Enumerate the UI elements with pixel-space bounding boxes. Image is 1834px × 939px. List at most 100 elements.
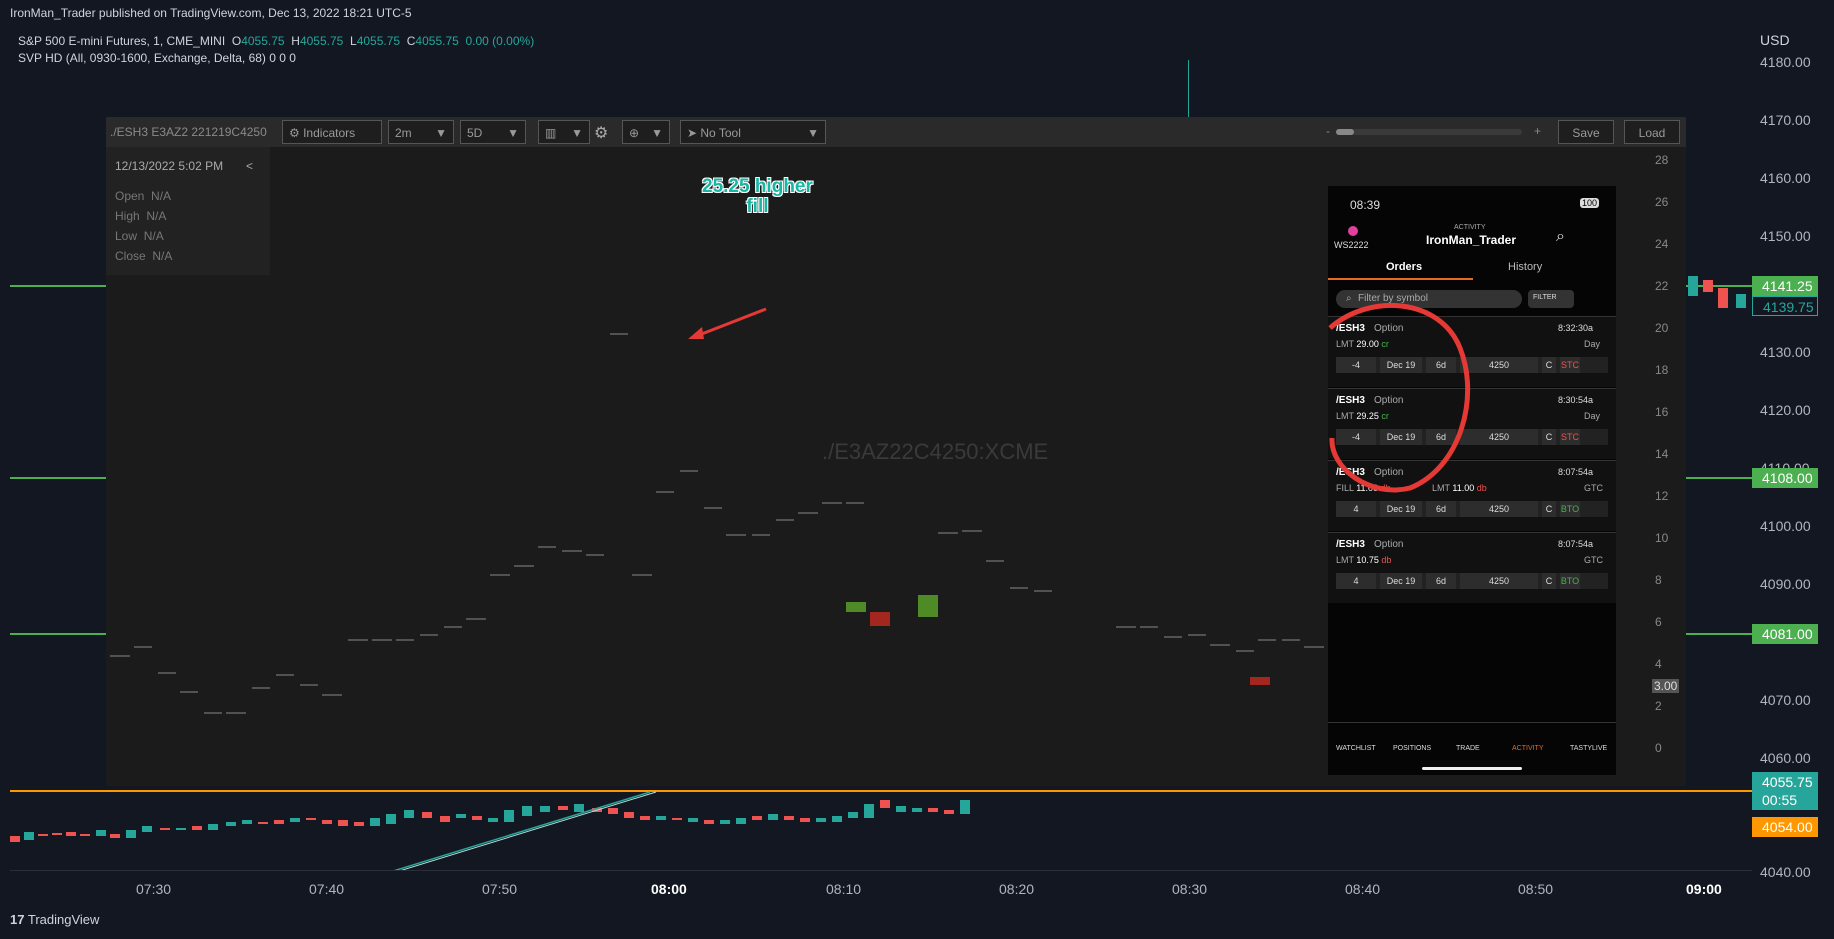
filter-button[interactable]: FILTER (1528, 290, 1574, 308)
leg-action: STC (1560, 357, 1580, 373)
load-button[interactable]: Load (1624, 120, 1680, 144)
nav-positions[interactable]: POSITIONS (1393, 745, 1432, 752)
ohlc-value: N/A (152, 249, 173, 263)
embed-symbol[interactable]: ./ESH3 E3AZ2 221219C4250 (110, 125, 267, 139)
zoom-slider[interactable] (1336, 129, 1522, 135)
open-value: 4055.75 (241, 34, 285, 48)
interval-value: 2m (395, 126, 412, 140)
wick-line (1188, 60, 1189, 118)
trend-line (393, 791, 651, 870)
candle (226, 822, 236, 826)
level-line-4141-right[interactable] (1686, 285, 1752, 287)
low-value: 4055.75 (356, 34, 401, 48)
close-value: 4055.75 (415, 34, 459, 48)
tool-select[interactable]: ➤ No Tool ▼ (680, 120, 826, 144)
candle (354, 822, 364, 826)
leg-cp: C (1542, 429, 1556, 445)
embed-axis-label: 0 (1655, 741, 1662, 755)
level-line-4108[interactable] (10, 477, 106, 479)
order-type: Option (1374, 539, 1404, 550)
level-line-4081-right[interactable] (1686, 633, 1752, 635)
order-item[interactable]: /ESH3 Option 8:07:54a FILL 11.00 db LMT … (1328, 460, 1616, 531)
embed-axis-label: 4 (1655, 657, 1662, 671)
price-label: 4150.00 (1760, 228, 1811, 244)
nav-activity[interactable]: ACTIVITY (1512, 745, 1544, 752)
candle (704, 820, 714, 824)
embed-toolbar: ./ESH3 E3AZ2 221219C4250 ⚙ Indicators 2m… (106, 117, 1686, 147)
price-badge: 4055.75 (1752, 772, 1818, 792)
leg-strike: 4250 (1460, 357, 1538, 373)
order-item[interactable]: /ESH3 Option 8:07:54a LMT 10.75 db GTC 4… (1328, 532, 1616, 603)
zoom-out-button[interactable]: - (1326, 124, 1330, 138)
search-icon: ⌕ (1346, 293, 1352, 304)
footer-brand-label: TradingView (27, 912, 100, 927)
order-lmt-suffix: db (1476, 483, 1487, 493)
embed-axis-label: 16 (1655, 405, 1669, 419)
price-badge: 4139.75 (1752, 296, 1818, 316)
order-duration: Day (1584, 339, 1601, 349)
leg-action: BTO (1560, 501, 1580, 517)
order-leg: 4 Dec 19 6d 4250 C BTO (1336, 501, 1608, 517)
level-line-4108-right[interactable] (1686, 477, 1752, 479)
candle (752, 816, 762, 820)
ohlc-value: N/A (143, 229, 164, 243)
order-item[interactable]: /ESH3 Option 8:30:54a LMT 29.25 cr Day -… (1328, 388, 1616, 459)
order-duration: Day (1584, 411, 1601, 421)
trend-line (400, 791, 657, 870)
footer-brand[interactable]: 17 TradingView (10, 912, 99, 927)
nav-tastylive[interactable]: TASTYLIVE (1570, 745, 1608, 752)
order-time: 8:07:54a (1558, 467, 1594, 477)
collapse-button[interactable]: < (246, 159, 254, 173)
save-button[interactable]: Save (1558, 120, 1614, 144)
candle (142, 826, 152, 832)
price-axis[interactable]: USD 4180.00 4170.00 4160.00 4150.00 4130… (1752, 22, 1834, 880)
indicators-icon: ⚙ (289, 126, 304, 140)
tool-value: No Tool (700, 126, 741, 140)
crosshair-select[interactable]: ⊕ ▼ (622, 120, 670, 144)
tab-orders[interactable]: Orders (1386, 261, 1423, 273)
leg-dte: 6d (1426, 357, 1456, 373)
candle (522, 806, 532, 816)
zoom-slider-thumb[interactable] (1336, 129, 1354, 135)
embed-price-axis: 28 26 24 22 20 18 16 14 12 10 8 6 4 3.00… (1650, 147, 1686, 786)
search-icon[interactable]: ⌕ (1556, 228, 1565, 245)
chart-type-select[interactable]: ▥ ▼ (538, 120, 590, 144)
candle (488, 818, 498, 822)
candle (928, 808, 938, 812)
chevron-down-icon: ▼ (507, 126, 519, 140)
order-time: 8:07:54a (1558, 539, 1594, 549)
time-label: 09:00 (1686, 881, 1722, 897)
indicators-button[interactable]: ⚙ Indicators (282, 120, 382, 144)
chevron-down-icon: ▼ (571, 126, 583, 140)
filter-placeholder: Filter by symbol (1358, 293, 1429, 304)
order-item[interactable]: /ESH3 Option 8:32:30a LMT 29.00 cr Day -… (1328, 316, 1616, 387)
level-line-4141[interactable] (10, 285, 106, 287)
account-id[interactable]: WS2222 (1334, 240, 1369, 250)
tab-history[interactable]: History (1508, 261, 1543, 273)
leg-cp: C (1542, 573, 1556, 589)
svp-indicator-legend[interactable]: SVP HD (All, 0930-1600, Exchange, Delta,… (18, 51, 296, 65)
embedded-option-chart: ./ESH3 E3AZ2 221219C4250 ⚙ Indicators 2m… (106, 117, 1686, 786)
price-label: 4160.00 (1760, 170, 1811, 186)
interval-select[interactable]: 2m ▼ (388, 120, 454, 144)
settings-gear-icon[interactable]: ⚙ (594, 125, 609, 142)
nav-watchlist[interactable]: WATCHLIST (1336, 745, 1376, 752)
zoom-in-button[interactable]: + (1534, 124, 1542, 138)
time-label: 07:30 (136, 881, 172, 897)
price-line-4054[interactable] (10, 790, 1752, 792)
symbol-name: S&P 500 E-mini Futures, 1, CME_MINI (18, 34, 226, 48)
countdown-badge: 00:55 (1752, 790, 1818, 810)
range-select[interactable]: 5D ▼ (460, 120, 526, 144)
candle (306, 818, 316, 820)
candle (24, 832, 34, 840)
time-axis[interactable]: 07:30 07:40 07:50 08:00 08:10 08:20 08:3… (10, 870, 1752, 907)
candle (960, 800, 970, 814)
leg-dte: 6d (1426, 501, 1456, 517)
leg-strike: 4250 (1460, 501, 1538, 517)
nav-trade[interactable]: TRADE (1456, 745, 1480, 752)
tradingview-logo-icon: 17 (10, 912, 25, 927)
leg-dte: 6d (1426, 429, 1456, 445)
time-label: 07:50 (482, 881, 518, 897)
level-line-4081[interactable] (10, 633, 106, 635)
embed-axis-label: 6 (1655, 615, 1662, 629)
